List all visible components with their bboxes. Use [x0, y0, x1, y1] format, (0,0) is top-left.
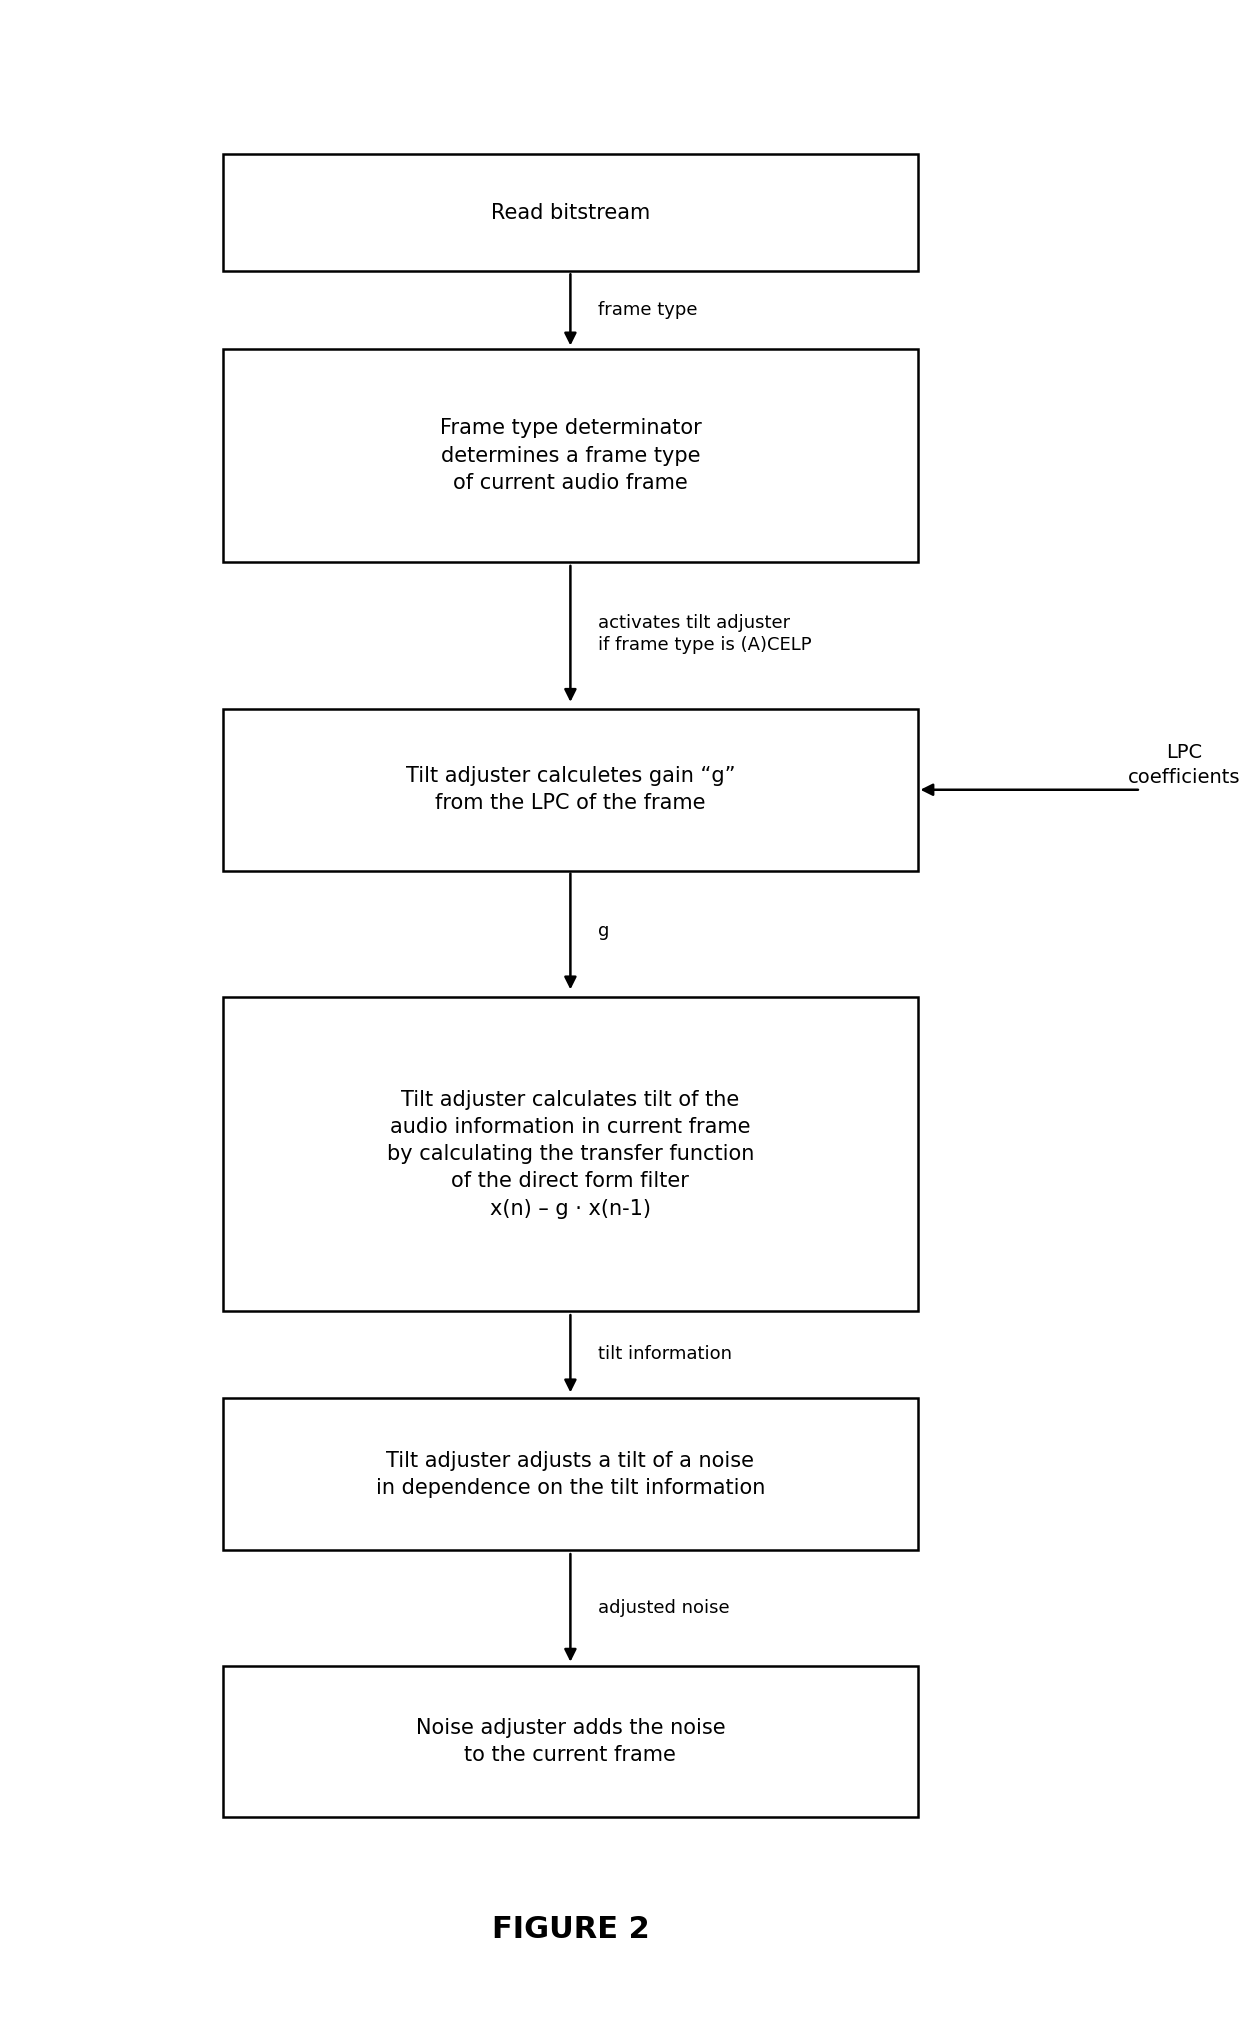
Text: frame type: frame type [598, 302, 697, 318]
Text: activates tilt adjuster
if frame type is (A)CELP: activates tilt adjuster if frame type is… [598, 614, 811, 654]
Text: Frame type determinator
determines a frame type
of current audio frame: Frame type determinator determines a fra… [439, 419, 702, 492]
Text: FIGURE 2: FIGURE 2 [491, 1916, 650, 1944]
Text: Tilt adjuster calculetes gain “g”
from the LPC of the frame: Tilt adjuster calculetes gain “g” from t… [405, 765, 735, 814]
Bar [223, 154, 918, 271]
Bar [223, 709, 918, 871]
Text: Noise adjuster adds the noise
to the current frame: Noise adjuster adds the noise to the cur… [415, 1717, 725, 1766]
Text: adjusted noise: adjusted noise [598, 1600, 729, 1616]
Bar [223, 996, 918, 1312]
Bar [223, 1397, 918, 1551]
Text: LPC
coefficients: LPC coefficients [1128, 743, 1240, 788]
Bar [223, 1665, 918, 1818]
Text: Tilt adjuster adjusts a tilt of a noise
in dependence on the tilt information: Tilt adjuster adjusts a tilt of a noise … [376, 1450, 765, 1498]
Text: Read bitstream: Read bitstream [491, 202, 650, 223]
Bar [223, 348, 918, 561]
Text: tilt information: tilt information [598, 1345, 732, 1363]
Text: Tilt adjuster calculates tilt of the
audio information in current frame
by calcu: Tilt adjuster calculates tilt of the aud… [387, 1089, 754, 1219]
Text: g: g [598, 923, 609, 940]
